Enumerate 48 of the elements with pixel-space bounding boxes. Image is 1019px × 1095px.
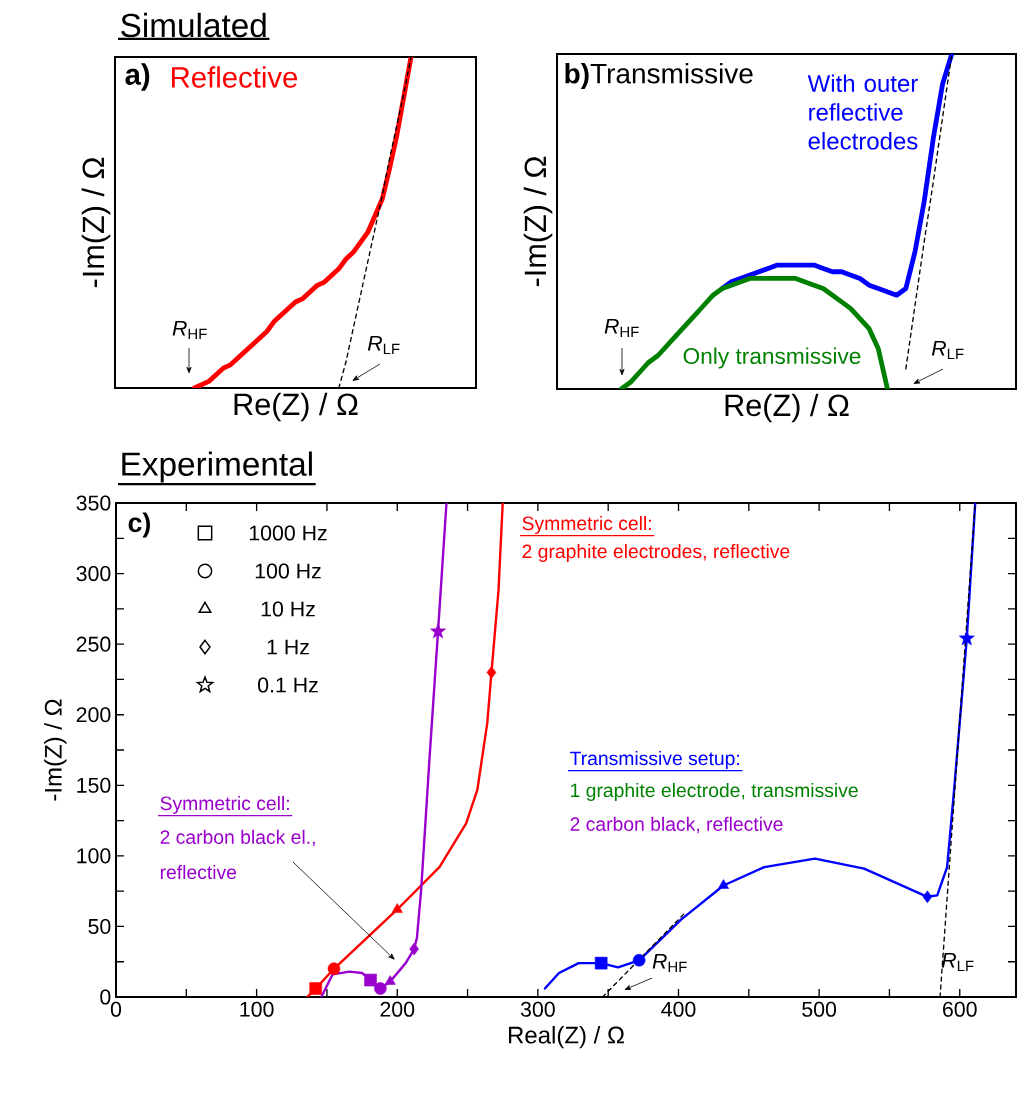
- annotation: 1 Hz: [267, 639, 309, 655]
- chart-title: Experimental: [122, 451, 312, 483]
- annotation: R$_{HF}$: [652, 953, 687, 973]
- y-axis-title: -Im(Z) / Ω: [81, 157, 111, 288]
- y-tick-label: 250: [76, 636, 111, 652]
- annotation: c): [128, 512, 150, 538]
- y-tick-label: 100: [77, 848, 111, 864]
- x-tick-label: 100: [240, 1001, 274, 1017]
- annotation: R$_{LF}$: [367, 335, 400, 355]
- x-axis-title: Re(Z) / Ω: [725, 393, 849, 423]
- x-axis-title: Re(Z) / Ω: [234, 392, 358, 422]
- annotation: Symmetric cell:: [160, 795, 289, 815]
- y-tick-label: 350: [76, 495, 111, 511]
- annotation: 2 graphite electrodes, reflective: [522, 543, 790, 563]
- annotation: R$_{LF}$: [941, 952, 974, 972]
- x-tick-label: 200: [380, 1001, 415, 1017]
- annotation: a): [125, 63, 150, 91]
- y-axis-title: -Im(Z) / Ω: [523, 156, 553, 287]
- annotation: 1 graphite electrode, transmissive: [571, 782, 858, 802]
- annotation: 10 Hz: [261, 601, 315, 617]
- x-tick-label: 500: [802, 1001, 837, 1017]
- y-tick-label: 150: [77, 777, 111, 793]
- annotation: Transmissive setup:: [570, 750, 739, 770]
- annotation: b)Transmissive: [565, 62, 753, 90]
- annotation: 2 carbon black el.,: [160, 829, 315, 847]
- y-tick-label: 300: [76, 566, 111, 582]
- x-axis-title: Real(Z) / Ω: [508, 1025, 624, 1049]
- y-tick-label: 0: [100, 989, 111, 1005]
- annotation: R$_{LF}$: [931, 340, 964, 360]
- x-tick-label: 400: [661, 1001, 696, 1017]
- annotation: R$_{HF}$: [604, 318, 639, 338]
- annotation: 0.1 Hz: [258, 677, 318, 693]
- y-tick-label: 50: [88, 918, 111, 934]
- series-label: Only transmissive: [683, 347, 861, 369]
- annotation: 1000 Hz: [249, 525, 327, 541]
- annotation: 100 Hz: [255, 563, 321, 579]
- y-tick-label: 200: [76, 707, 111, 723]
- annotation: Symmetric cell:: [522, 515, 651, 535]
- annotation: reflective: [160, 864, 237, 880]
- x-tick-label: 600: [943, 1001, 977, 1017]
- chart-title: Simulated: [121, 12, 266, 38]
- annotation: 2 carbon black, reflective: [570, 816, 783, 834]
- text: Reflective: [172, 66, 298, 88]
- x-tick-label: 0: [110, 1001, 122, 1017]
- x-tick-label: 300: [520, 1001, 555, 1017]
- series-label: With outer reflective electrodes: [807, 74, 918, 150]
- y-axis-title: -Im(Z) / Ω: [44, 699, 67, 801]
- annotation: R$_{HF}$: [172, 320, 207, 340]
